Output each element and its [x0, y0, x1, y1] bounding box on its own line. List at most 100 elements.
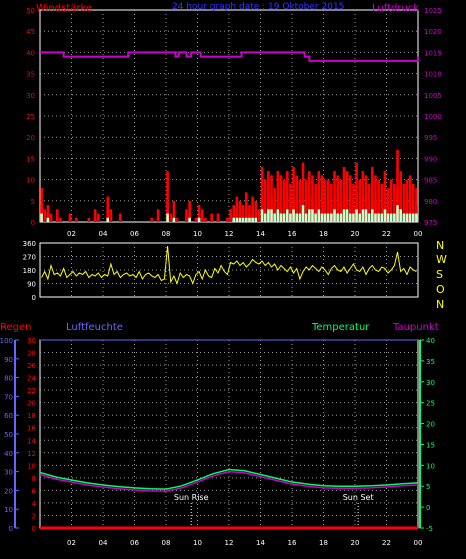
wind-bar: [320, 175, 324, 222]
temperatur-line: [39, 468, 419, 490]
wind-bar: [254, 200, 258, 222]
wind-bar: [402, 183, 406, 222]
wind-bar: [188, 217, 191, 222]
wind-bar: [323, 200, 327, 222]
wind-bar: [282, 213, 286, 222]
wind-bar: [348, 175, 352, 222]
direction-tick-label: 360: [23, 240, 36, 248]
wind-bar: [109, 209, 113, 222]
wind-bar: [411, 205, 415, 222]
wind-marks: [40, 51, 419, 222]
windspeed-tick-label: 5: [31, 198, 35, 206]
wind-bar: [411, 213, 415, 222]
wind-bar: [194, 217, 198, 222]
windspeed-tick-label: 20: [26, 134, 35, 142]
windspeed-tick-label: 35: [26, 71, 35, 79]
wind-bar: [415, 205, 418, 222]
temperature-grid: [14, 339, 424, 529]
wind-x-tick-label: 20: [351, 230, 360, 238]
wind-bar: [285, 209, 289, 222]
rain-tick-label: 6: [32, 487, 37, 495]
pressure-tick-label: 980: [424, 198, 437, 206]
temperature-x-tick-label: 06: [130, 539, 139, 547]
windspeed-tick-label: 40: [26, 49, 35, 57]
wind-bar: [238, 200, 242, 222]
wind-bar: [235, 217, 239, 222]
wind-bar: [389, 200, 393, 222]
pressure-tick-label: 995: [424, 134, 437, 142]
wind-bar: [210, 217, 213, 222]
wind-x-tick-label: 16: [288, 230, 297, 238]
wind-bar: [330, 213, 333, 222]
wind-bar: [245, 209, 248, 222]
rain-tick-label: 30: [27, 337, 36, 345]
wind-bar: [43, 209, 47, 222]
rain-axis-label: Regen: [0, 322, 32, 333]
tick-labels: 0510152025303540455097598098599099510001…: [0, 7, 442, 547]
wind-bar: [285, 192, 289, 222]
wind-bar: [46, 205, 50, 222]
wind-bar: [46, 217, 50, 222]
wind-x-tick-label: 10: [193, 230, 202, 238]
wind-bar: [273, 213, 276, 222]
temperature-tick-label: 25: [426, 400, 435, 408]
wind-bar: [241, 205, 245, 222]
wind-bar: [396, 149, 399, 222]
wind-bar: [371, 209, 374, 222]
wind-bar: [342, 192, 346, 222]
wind-bar: [270, 209, 273, 222]
wind-bar: [405, 213, 409, 222]
compass-label-n-bottom: N: [436, 298, 444, 311]
wind-bar: [74, 217, 78, 222]
humidity-tick-label: 20: [4, 487, 13, 495]
temperature-x-tick-label: 18: [319, 539, 328, 547]
wind-bar: [188, 200, 191, 222]
temperature-tick-label: 15: [426, 441, 435, 449]
windspeed-tick-label: 10: [26, 177, 35, 185]
windspeed-tick-label: 45: [26, 28, 35, 36]
wind-bar: [276, 209, 280, 222]
temperature-x-tick-label: 00: [414, 539, 423, 547]
wind-bar: [273, 205, 276, 222]
wind-bar: [367, 183, 371, 222]
wind-bar: [355, 209, 358, 222]
wind-bar: [119, 217, 122, 222]
wind-bar: [314, 205, 317, 222]
wind-bar: [374, 175, 377, 222]
wind-bar: [40, 213, 43, 222]
wind-bar: [408, 175, 412, 222]
wind-bar: [371, 166, 374, 222]
rain-tick-label: 28: [27, 350, 36, 358]
direction-tick-label: 0: [32, 294, 36, 302]
wind-bar: [377, 213, 380, 222]
wind-bar: [304, 200, 308, 222]
wind-bar: [232, 205, 236, 222]
wind-bar: [169, 217, 173, 222]
wind-x-tick-label: 00: [414, 230, 423, 238]
direction-grid: [40, 243, 418, 297]
compass-label-w: W: [436, 253, 447, 266]
wind-bar: [40, 205, 43, 222]
wind-bar: [386, 205, 390, 222]
wind-bar: [317, 209, 321, 222]
wind-bar: [68, 217, 72, 222]
pressure-tick-label: 990: [424, 155, 437, 163]
windspeed-tick-label: 0: [31, 219, 35, 227]
wind-bar: [216, 217, 220, 222]
temperature-tick-label: 5: [426, 483, 430, 491]
pressure-axis-label: Luftdruck: [372, 3, 419, 14]
wind-bar: [229, 209, 232, 222]
pressure-tick-label: 985: [424, 177, 437, 185]
wind-bar: [311, 209, 314, 222]
sun-marker-label: Sun Rise: [174, 493, 209, 502]
wind-bar: [364, 209, 368, 222]
temperature-tick-label: -5: [426, 525, 433, 533]
wind-bar: [156, 217, 160, 222]
wind-bar: [308, 209, 311, 222]
temperature-x-tick-label: 02: [67, 539, 76, 547]
rain-tick-label: 20: [27, 400, 36, 408]
wind-x-tick-label: 14: [256, 230, 265, 238]
wind-x-tick-label: 22: [382, 230, 391, 238]
wind-bar: [238, 217, 242, 222]
